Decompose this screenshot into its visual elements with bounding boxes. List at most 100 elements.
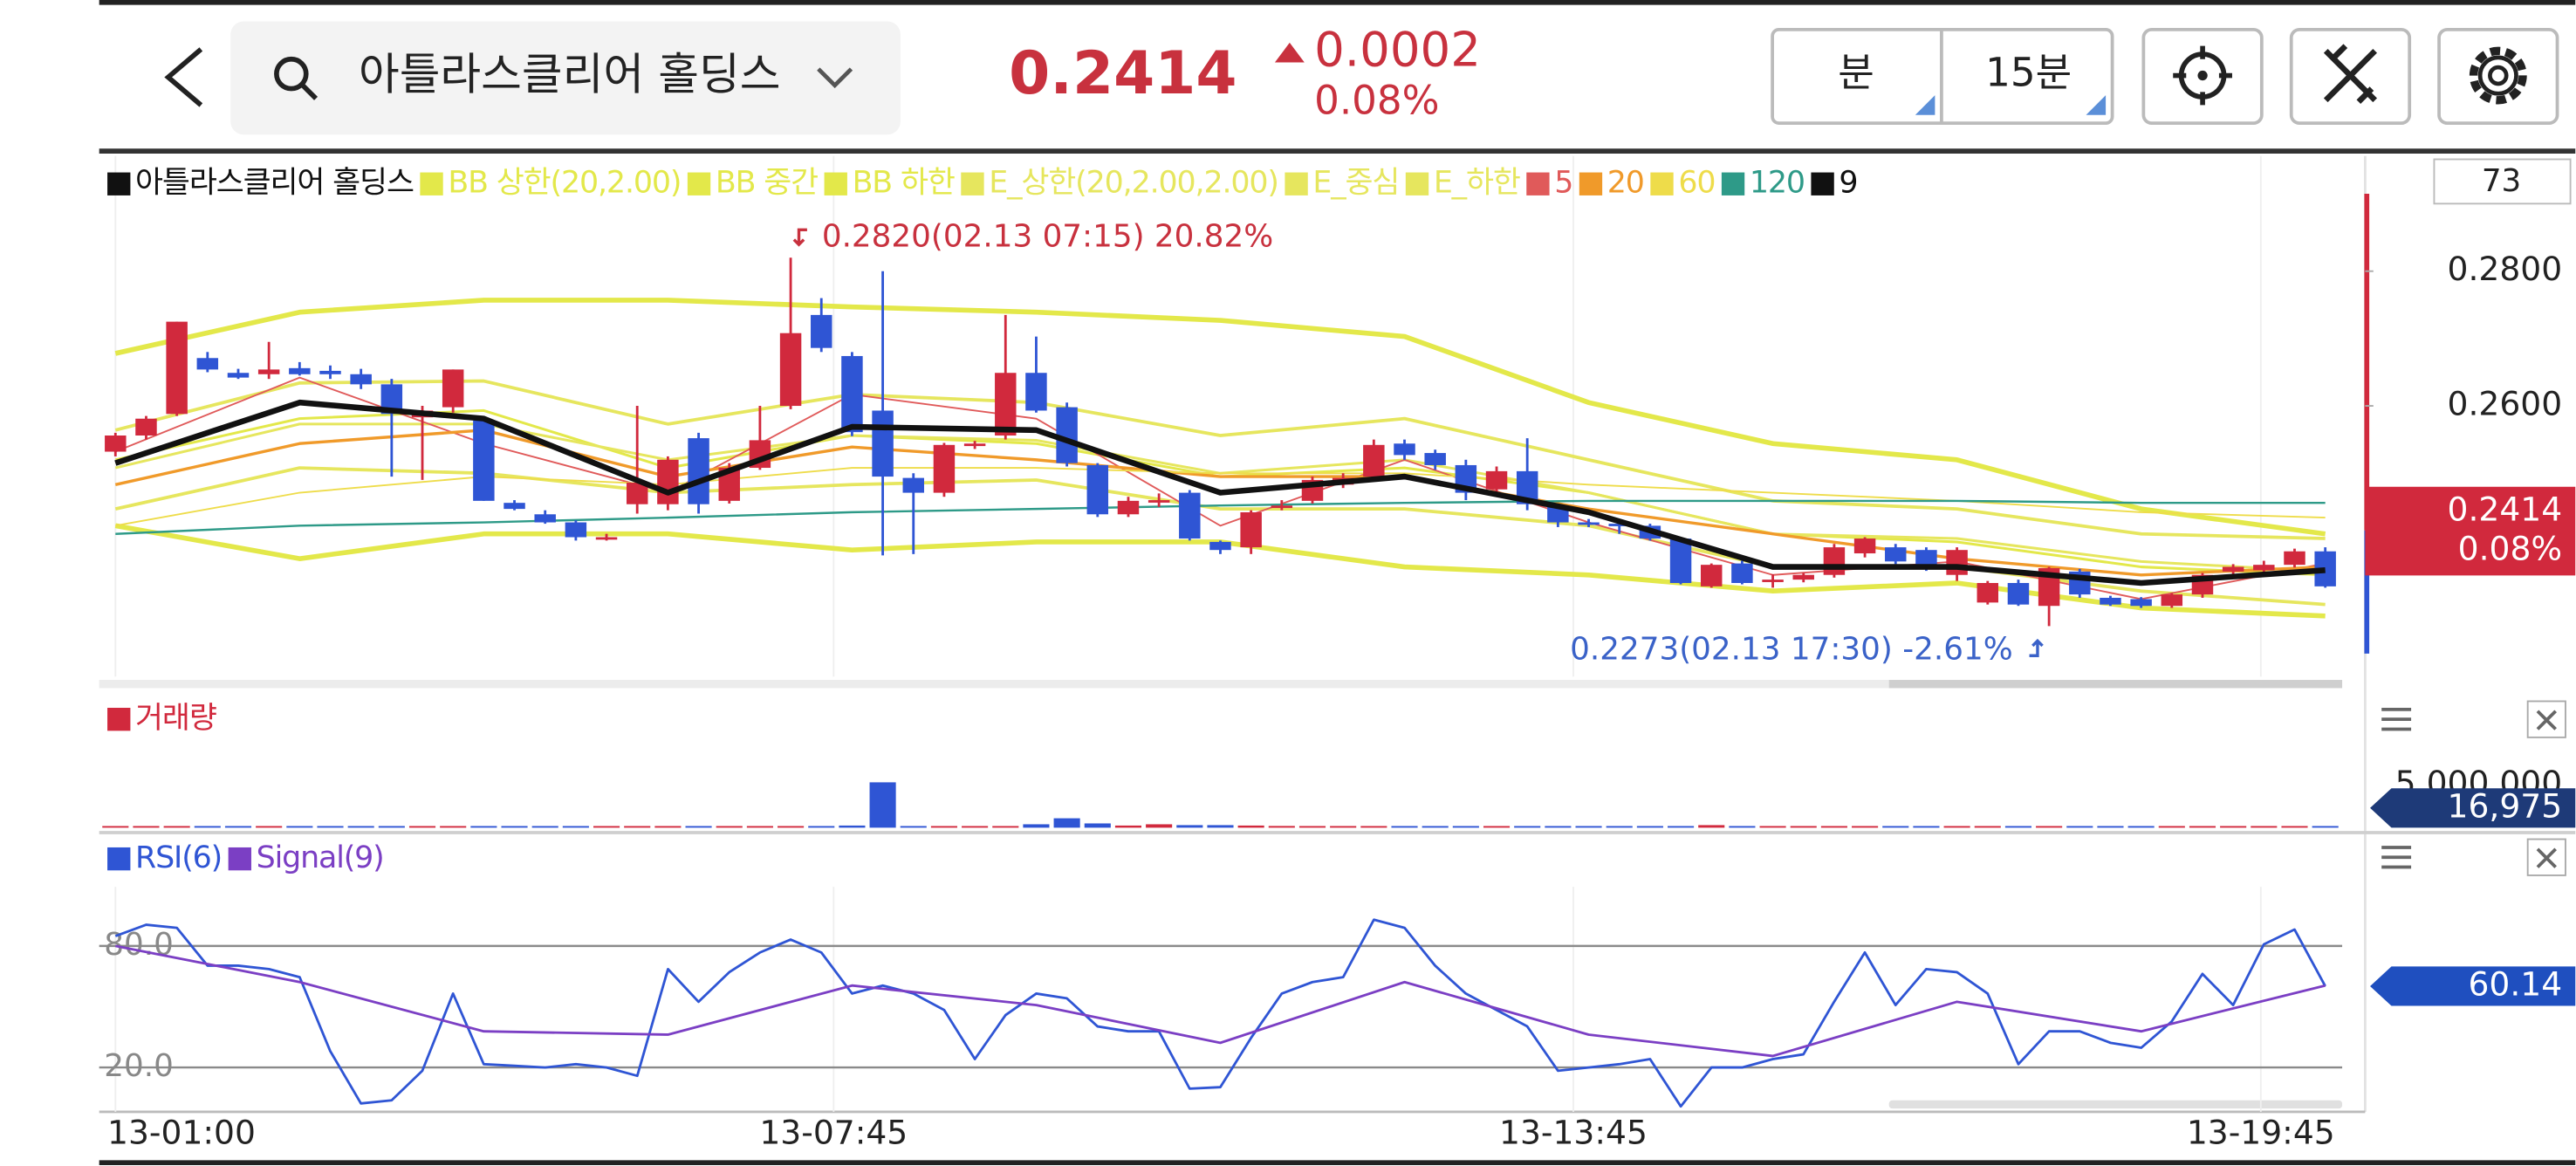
panel-menu[interactable] — [2381, 708, 2412, 731]
legend-label: E_하한 — [1434, 166, 1520, 201]
legend-label: 5 — [1554, 166, 1572, 201]
candle-body — [1853, 538, 1876, 554]
crosshair-icon — [2173, 45, 2232, 106]
legend-swatch — [228, 847, 251, 871]
legend-swatch — [824, 172, 847, 195]
volume-bar — [286, 826, 313, 828]
panel-menu[interactable] — [2381, 846, 2412, 869]
volume-bar — [440, 826, 467, 828]
candle-body — [933, 444, 956, 493]
volume-bar — [1422, 826, 1449, 828]
candle-body — [1885, 547, 1907, 562]
overlay-line — [114, 379, 2326, 540]
period-button[interactable]: 15분 — [1985, 50, 2072, 96]
legend-swatch — [1526, 172, 1550, 195]
volume-bar — [2312, 826, 2339, 828]
volume-bar — [1882, 826, 1909, 828]
volume-bar — [562, 826, 589, 828]
volume-bar — [593, 826, 620, 828]
candle-body — [1485, 470, 1508, 490]
candle-body — [2130, 599, 2152, 607]
candle-body — [1762, 580, 1784, 582]
volume-bar — [808, 826, 835, 828]
panel-close-icon — [2536, 710, 2557, 730]
settings-button[interactable] — [2437, 27, 2559, 126]
volume-bar — [1698, 825, 1725, 828]
candle-body — [2100, 597, 2121, 605]
candle-body — [657, 459, 679, 504]
candle-body — [504, 503, 525, 510]
badge-label: 0.2414 — [2448, 490, 2563, 528]
candle-body — [872, 410, 894, 477]
legend-label: 아틀라스클리어 홀딩스 — [135, 166, 414, 201]
candle-body — [105, 436, 127, 452]
candle-body — [289, 367, 311, 374]
legend-swatch — [687, 172, 711, 195]
candle-body — [350, 374, 372, 385]
volume-bar — [1545, 826, 1572, 828]
volume-bar — [2220, 826, 2247, 828]
volume-bar — [378, 826, 405, 828]
legend-label: E_상한(20,2.00,2.00) — [989, 166, 1278, 201]
dropdown-chevron[interactable] — [817, 67, 853, 89]
x-tick-label: 13-07:45 — [759, 1114, 908, 1152]
candle-body — [1424, 453, 1446, 465]
volume-bar — [869, 782, 896, 828]
candle-body — [1578, 522, 1600, 525]
crosshair-icon — [2197, 70, 2208, 81]
volume-bar — [163, 826, 190, 828]
overlay-line — [114, 298, 2326, 537]
volume-bar — [930, 826, 957, 828]
volume-bar — [2158, 826, 2185, 828]
period-unit-button[interactable]: 분 — [1838, 50, 1874, 96]
volume-bar — [1268, 826, 1295, 828]
candle-body — [811, 314, 832, 348]
corner-mark — [1915, 95, 1935, 115]
volume-bar — [1330, 826, 1357, 828]
volume-bar — [347, 826, 374, 828]
volume-bar — [1759, 826, 1786, 828]
volume-bar — [2036, 826, 2063, 828]
search-icon — [274, 56, 309, 92]
annotation: 0.2273(02.13 17:30) -2.61% — [1570, 632, 2013, 668]
volume-bar — [1514, 826, 1541, 828]
value-badge — [2370, 788, 2576, 828]
volume-bar — [1668, 826, 1695, 828]
legend-label: 거래량 — [135, 701, 216, 736]
indicator-line — [114, 918, 2326, 1108]
candle-body — [319, 370, 341, 374]
volume-bar — [1237, 825, 1264, 828]
x-tick-label: 13-01:00 — [107, 1114, 256, 1152]
legend-swatch — [420, 172, 443, 195]
legend-label: RSI(6) — [135, 840, 222, 875]
candle-body — [442, 369, 464, 408]
volume-bar — [501, 826, 528, 828]
candle-body — [1086, 464, 1109, 515]
candle-body — [2007, 582, 2030, 605]
volume-bar — [1053, 818, 1080, 828]
volume-bar — [1176, 825, 1203, 828]
volume-bar — [1790, 826, 1817, 828]
volume-bar — [1360, 826, 1387, 828]
volume-bar — [1084, 823, 1111, 828]
back-button[interactable] — [164, 47, 203, 107]
panel-close-icon — [2536, 847, 2557, 868]
search-box[interactable] — [230, 21, 901, 135]
candle-body — [1823, 547, 1846, 575]
legend-swatch — [1650, 172, 1674, 195]
candle-body — [902, 477, 924, 493]
volume-bar — [2097, 826, 2124, 828]
price-axis-label: 0.2800 — [2448, 250, 2563, 288]
rsi-axis-label: 80.0 — [104, 927, 174, 963]
volume-bar — [408, 826, 436, 828]
candle-body — [688, 438, 709, 504]
price-change: 0.0002 — [1314, 21, 1481, 77]
badge-label: 16,975 — [2448, 786, 2563, 825]
scrollbar-thumb[interactable] — [1888, 680, 2343, 689]
candle-body — [227, 373, 250, 378]
candle-body — [1669, 538, 1692, 583]
legend-swatch — [1721, 172, 1745, 195]
candle-body — [1915, 550, 1937, 567]
scrollbar-thumb[interactable] — [1888, 1100, 2343, 1109]
